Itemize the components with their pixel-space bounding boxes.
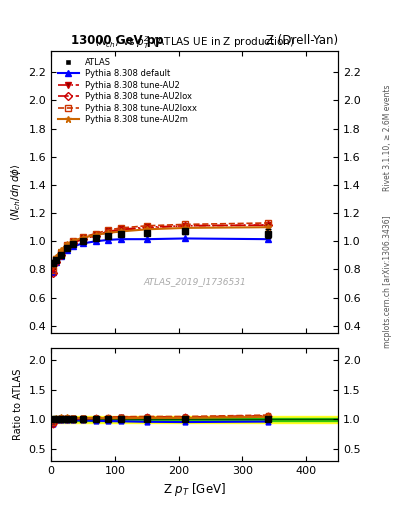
Text: ATLAS_2019_I1736531: ATLAS_2019_I1736531 (143, 278, 246, 287)
Text: 13000 GeV pp: 13000 GeV pp (71, 33, 163, 47)
Y-axis label: $\langle N_{ch}/d\eta\, d\phi\rangle$: $\langle N_{ch}/d\eta\, d\phi\rangle$ (9, 163, 23, 221)
Legend: ATLAS, Pythia 8.308 default, Pythia 8.308 tune-AU2, Pythia 8.308 tune-AU2lox, Py: ATLAS, Pythia 8.308 default, Pythia 8.30… (55, 55, 200, 127)
Text: Z (Drell-Yan): Z (Drell-Yan) (266, 33, 338, 47)
Text: Rivet 3.1.10, ≥ 2.6M events: Rivet 3.1.10, ≥ 2.6M events (383, 85, 391, 191)
Y-axis label: Ratio to ATLAS: Ratio to ATLAS (13, 369, 23, 440)
X-axis label: Z $p_{T}$ [GeV]: Z $p_{T}$ [GeV] (163, 481, 226, 498)
Text: mcplots.cern.ch [arXiv:1306.3436]: mcplots.cern.ch [arXiv:1306.3436] (383, 215, 391, 348)
Title: $\langle N_{ch}\rangle$ vs $p^{Z}_{T}$ (ATLAS UE in Z production): $\langle N_{ch}\rangle$ vs $p^{Z}_{T}$ (… (94, 34, 295, 51)
